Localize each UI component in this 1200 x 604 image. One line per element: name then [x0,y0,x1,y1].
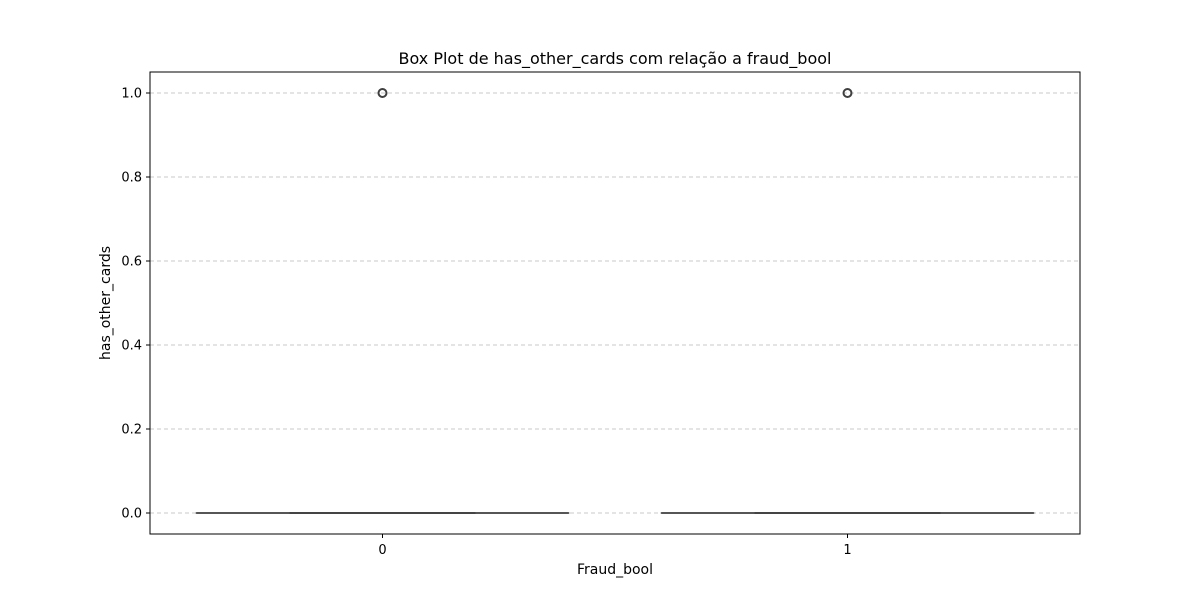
x-tick-label: 1 [843,543,851,558]
y-tick-label: 0.0 [121,507,142,522]
y-tick-label: 0.8 [121,171,142,186]
y-tick-label: 0.4 [121,339,142,354]
x-tick-label: 0 [378,543,386,558]
chart-title: Box Plot de has_other_cards com relação … [399,49,832,69]
y-tick-label: 0.6 [121,255,142,270]
y-tick-label: 1.0 [121,87,142,102]
y-tick-label: 0.2 [121,423,142,438]
y-axis-label: has_other_cards [98,246,114,360]
x-axis-label: Fraud_bool [577,562,653,578]
